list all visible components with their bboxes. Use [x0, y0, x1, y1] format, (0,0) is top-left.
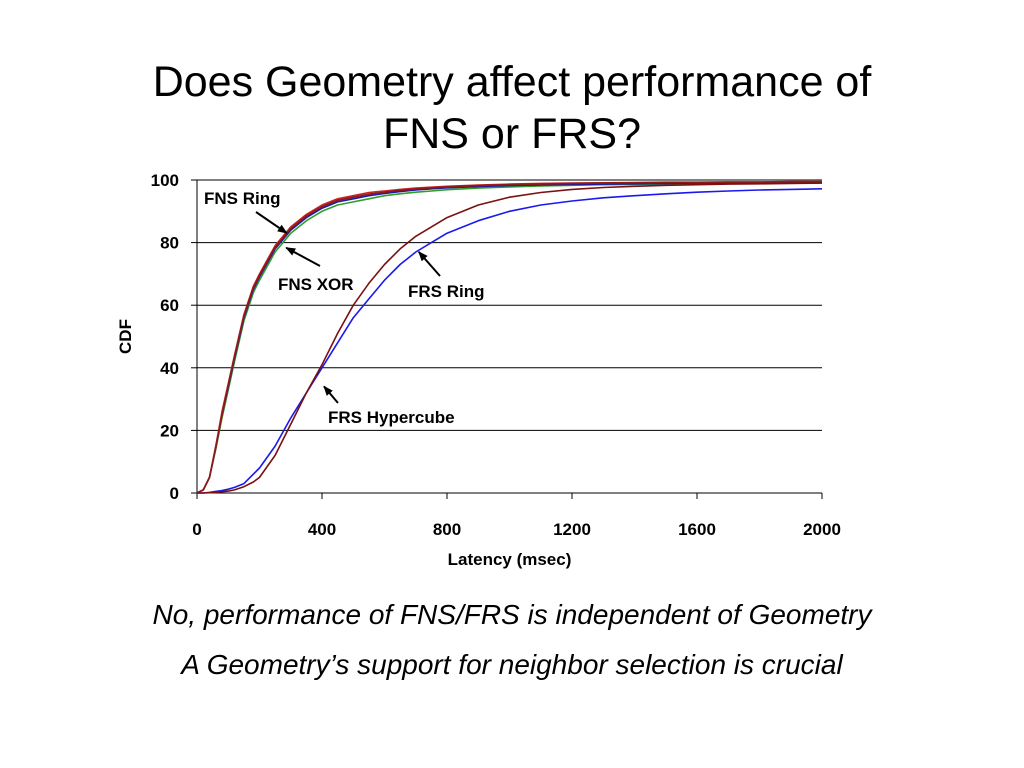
caption-line-1: No, performance of FNS/FRS is independen… — [152, 599, 872, 630]
title-line-2: FNS or FRS? — [382, 110, 642, 158]
annotation-arrow — [255, 211, 288, 234]
series-line-5 — [197, 188, 823, 494]
x-tick-label: 400 — [308, 520, 336, 539]
annotation-arrow — [285, 246, 321, 267]
x-tick-label: 2000 — [803, 520, 841, 539]
slide-title: Does Geometry affect performance of FNS … — [0, 56, 1024, 160]
annotation-arrow — [417, 251, 441, 277]
annotations: FNS Ring FNS XOR FRS Ring FRS Hypercube — [204, 189, 504, 429]
annotation-label: FRS Hypercube — [328, 408, 455, 427]
caption-line-2: A Geometry’s support for neighbor select… — [181, 649, 843, 680]
annotation-label: FRS Ring — [408, 282, 485, 301]
y-tick-label: 60 — [160, 296, 179, 315]
x-tick-label: 0 — [192, 520, 201, 539]
y-tick-label: 100 — [151, 171, 179, 190]
y-tick-label: 20 — [160, 421, 179, 440]
cdf-chart: 0 20 40 60 80 100 0 400 800 1200 1600 2000 FNS Ring… — [116, 171, 841, 569]
series-line-4 — [196, 181, 822, 494]
x-tick-label: 1600 — [678, 520, 716, 539]
y-tick-label: 80 — [160, 234, 179, 253]
y-tick-label: 0 — [170, 484, 179, 503]
series-line-6 — [197, 182, 823, 494]
y-tick-label: 40 — [160, 359, 179, 378]
gridlines — [197, 179, 822, 431]
x-axis-title: Latency (msec) — [448, 550, 572, 569]
axes: 0 20 40 60 80 100 0 400 800 1200 1600 2000 — [151, 171, 841, 539]
annotation-label: FNS Ring — [204, 189, 281, 208]
title-line-1: Does Geometry affect performance of — [152, 58, 872, 106]
y-axis-title: CDF — [116, 319, 135, 354]
annotation-arrow — [323, 385, 339, 404]
series-lines — [196, 180, 823, 494]
annotation-background — [324, 405, 504, 429]
annotation-label: FNS XOR — [278, 275, 354, 294]
x-tick-label: 800 — [433, 520, 461, 539]
x-tick-label: 1200 — [553, 520, 591, 539]
